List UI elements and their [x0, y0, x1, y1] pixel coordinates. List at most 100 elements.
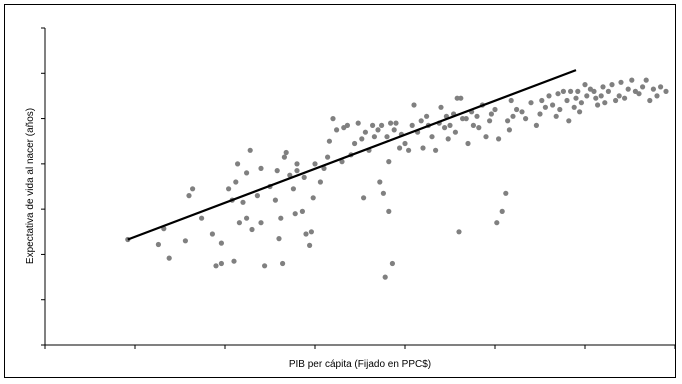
data-point-0-31 — [278, 215, 284, 221]
data-point-0-57 — [352, 140, 358, 147]
data-point-0-120 — [510, 113, 516, 119]
data-point-0-151 — [602, 100, 608, 106]
data-point-0-5 — [186, 193, 192, 199]
data-point-0-115 — [499, 208, 505, 214]
data-point-0-51 — [330, 116, 336, 122]
data-point-0-153 — [609, 82, 615, 88]
data-point-0-18 — [240, 199, 246, 205]
data-point-0-168 — [663, 88, 669, 94]
data-point-0-63 — [370, 122, 376, 128]
data-point-0-12 — [226, 186, 232, 192]
data-point-0-102 — [463, 116, 469, 122]
data-point-0-82 — [411, 102, 417, 108]
data-point-0-33 — [281, 154, 287, 160]
data-point-0-148 — [595, 102, 601, 108]
data-point-0-52 — [334, 127, 340, 133]
data-point-0-68 — [380, 190, 386, 196]
data-point-0-100 — [458, 95, 464, 101]
data-point-0-23 — [254, 193, 260, 199]
data-point-0-142 — [578, 100, 585, 106]
data-point-0-98 — [454, 95, 460, 101]
data-point-0-165 — [650, 86, 657, 92]
data-point-0-155 — [616, 93, 622, 99]
data-point-0-107 — [476, 125, 482, 131]
data-point-0-41 — [301, 174, 307, 180]
data-point-0-133 — [557, 106, 563, 113]
x-axis-title: PIB per cápita (Fijado en PPC$) — [289, 359, 431, 370]
data-point-0-141 — [577, 109, 583, 115]
trendline — [127, 69, 577, 241]
data-point-0-38 — [294, 168, 300, 174]
data-point-0-79 — [402, 140, 408, 147]
data-point-0-4 — [182, 238, 188, 244]
data-point-0-77 — [397, 145, 403, 151]
data-point-0-144 — [584, 93, 590, 99]
data-point-0-43 — [307, 242, 313, 248]
data-point-0-21 — [247, 147, 253, 153]
data-point-0-129 — [546, 93, 552, 99]
data-point-0-45 — [310, 195, 316, 201]
data-point-0-167 — [658, 84, 664, 90]
data-point-0-35 — [287, 172, 293, 178]
data-point-0-114 — [496, 136, 502, 142]
data-point-0-80 — [406, 147, 412, 153]
data-point-0-39 — [294, 161, 300, 167]
data-point-0-99 — [456, 229, 462, 235]
data-point-0-7 — [199, 215, 205, 221]
data-point-0-146 — [591, 88, 597, 94]
data-point-0-69 — [382, 274, 388, 280]
data-point-0-124 — [528, 100, 534, 106]
data-point-0-117 — [505, 118, 511, 124]
data-point-0-75 — [391, 127, 397, 133]
data-point-0-26 — [262, 263, 268, 269]
data-point-0-101 — [460, 116, 466, 122]
chart-frame — [4, 4, 676, 378]
data-point-0-34 — [283, 149, 289, 156]
data-point-0-22 — [249, 226, 255, 233]
data-point-0-59 — [359, 136, 365, 142]
data-point-0-55 — [344, 122, 350, 128]
data-point-0-50 — [326, 138, 332, 144]
data-point-0-122 — [519, 109, 525, 115]
data-point-0-88 — [429, 134, 435, 140]
data-point-0-105 — [470, 122, 476, 128]
data-point-0-119 — [508, 97, 514, 104]
data-point-0-106 — [474, 113, 480, 119]
data-point-0-58 — [355, 120, 361, 126]
data-point-0-36 — [290, 186, 296, 192]
data-point-0-143 — [582, 82, 588, 88]
data-point-0-40 — [299, 208, 305, 214]
data-point-0-76 — [393, 120, 399, 126]
data-point-0-37 — [292, 211, 298, 217]
data-point-0-164 — [647, 97, 653, 104]
axes — [41, 27, 676, 349]
data-point-0-128 — [542, 104, 549, 110]
data-point-0-65 — [375, 127, 381, 133]
data-point-0-135 — [564, 97, 570, 104]
data-point-0-8 — [209, 231, 215, 237]
data-point-0-162 — [640, 84, 646, 90]
data-point-0-140 — [575, 88, 581, 94]
data-point-0-64 — [371, 134, 377, 140]
data-point-0-126 — [537, 111, 543, 117]
data-point-0-121 — [514, 106, 520, 113]
data-point-0-92 — [442, 125, 448, 131]
data-point-0-60 — [361, 195, 367, 201]
x-ticks — [44, 345, 676, 349]
data-point-0-46 — [312, 161, 318, 167]
data-point-0-149 — [598, 93, 604, 99]
data-point-0-9 — [213, 263, 219, 269]
data-point-0-84 — [418, 118, 424, 124]
data-point-0-19 — [244, 215, 250, 221]
data-point-0-109 — [483, 134, 489, 140]
data-point-0-29 — [274, 168, 280, 174]
data-point-0-127 — [539, 97, 545, 104]
data-point-0-47 — [317, 179, 323, 185]
data-point-0-132 — [555, 91, 561, 97]
data-point-0-3 — [166, 255, 172, 261]
data-point-0-113 — [494, 220, 500, 226]
data-point-0-14 — [231, 258, 237, 264]
data-point-0-48 — [321, 165, 327, 171]
data-point-0-136 — [566, 118, 572, 124]
